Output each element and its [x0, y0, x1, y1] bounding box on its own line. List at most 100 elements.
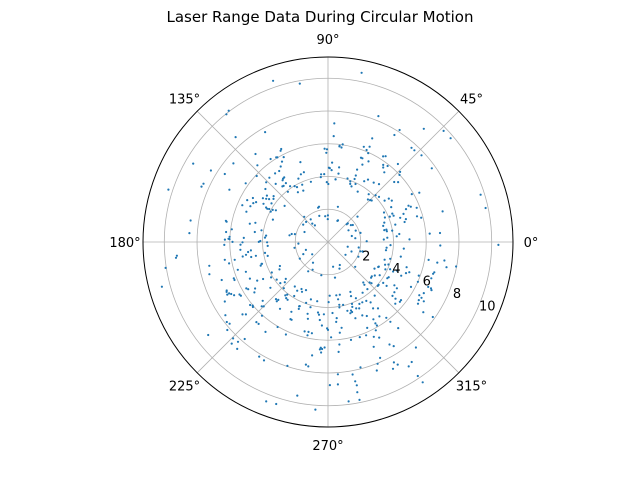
scatter-point — [346, 309, 349, 312]
scatter-point — [272, 79, 275, 82]
scatter-point — [427, 258, 430, 261]
theta-gridline — [327, 241, 460, 374]
scatter-point — [373, 274, 376, 277]
scatter-point — [389, 257, 392, 260]
scatter-point — [386, 164, 389, 168]
scatter-point — [319, 176, 322, 179]
scatter-point — [395, 235, 398, 238]
scatter-point — [286, 190, 289, 193]
scatter-point — [283, 281, 286, 284]
scatter-point — [436, 261, 439, 264]
scatter-point — [365, 240, 368, 243]
scatter-point — [359, 366, 362, 369]
scatter-point — [233, 278, 236, 282]
scatter-point — [263, 251, 267, 254]
scatter-point — [293, 185, 296, 188]
scatter-point — [250, 255, 253, 259]
scatter-points — [160, 71, 500, 411]
scatter-point — [349, 224, 352, 227]
scatter-point — [299, 173, 302, 176]
scatter-point — [325, 151, 328, 154]
scatter-point — [375, 369, 378, 372]
scatter-point — [325, 181, 328, 184]
scatter-point — [302, 171, 305, 174]
scatter-point — [374, 329, 377, 332]
scatter-point — [331, 311, 334, 315]
theta-gridline — [327, 110, 460, 243]
scatter-point — [233, 258, 236, 261]
theta-gridline — [196, 110, 329, 243]
scatter-point — [391, 367, 395, 370]
polar-frame — [142, 56, 514, 428]
scatter-point — [284, 333, 287, 336]
scatter-point — [282, 287, 285, 290]
scatter-point — [393, 291, 396, 294]
scatter-point — [346, 177, 349, 180]
scatter-point — [265, 234, 268, 237]
scatter-point — [383, 229, 386, 232]
scatter-point — [336, 383, 339, 386]
scatter-point — [431, 315, 434, 319]
scatter-point — [389, 320, 392, 323]
scatter-point — [275, 402, 278, 406]
scatter-point — [243, 337, 246, 341]
scatter-point — [298, 82, 301, 85]
scatter-point — [368, 281, 371, 284]
scatter-point — [244, 182, 247, 185]
scatter-point — [223, 238, 226, 241]
r-gridline — [196, 110, 460, 374]
scatter-point — [271, 218, 274, 221]
scatter-point — [369, 301, 372, 304]
scatter-point — [323, 346, 326, 349]
scatter-point — [320, 173, 323, 176]
scatter-point — [301, 183, 304, 186]
scatter-point — [258, 355, 261, 358]
scatter-point — [360, 71, 363, 74]
scatter-point — [430, 167, 433, 170]
scatter-point — [385, 230, 388, 233]
scatter-point — [374, 194, 377, 197]
scatter-point — [371, 137, 374, 140]
scatter-point — [290, 318, 293, 321]
scatter-point — [293, 294, 296, 298]
scatter-point — [248, 277, 251, 280]
scatter-point — [244, 253, 248, 256]
scatter-point — [365, 299, 368, 302]
scatter-point — [389, 244, 392, 247]
theta-tick-label: 315° — [456, 380, 487, 395]
scatter-point — [208, 264, 211, 267]
scatter-point — [358, 398, 361, 401]
scatter-point — [349, 180, 352, 183]
scatter-point — [377, 115, 380, 118]
scatter-point — [385, 284, 388, 287]
scatter-point — [367, 193, 370, 196]
scatter-point — [407, 365, 410, 368]
scatter-point — [279, 149, 282, 152]
scatter-point — [400, 274, 403, 277]
scatter-point — [366, 326, 369, 329]
scatter-point — [355, 307, 358, 310]
scatter-point — [317, 313, 321, 316]
scatter-point — [239, 248, 242, 251]
scatter-point — [358, 302, 361, 305]
scatter-point — [432, 272, 435, 275]
scatter-point — [319, 346, 322, 349]
scatter-point — [393, 180, 396, 184]
scatter-point — [297, 307, 300, 310]
scatter-point — [305, 220, 308, 223]
tick-labels: 0° 45° 90° 135° 180° 225° 270° 315° 2 4 6 8 10 — [109, 33, 538, 454]
scatter-point — [336, 373, 339, 376]
scatter-point — [302, 253, 305, 256]
scatter-point — [175, 254, 178, 257]
scatter-point — [415, 206, 418, 209]
scatter-point — [389, 268, 392, 271]
scatter-point — [316, 311, 320, 314]
scatter-point — [373, 294, 376, 297]
scatter-point — [385, 246, 388, 249]
scatter-point — [338, 267, 341, 270]
scatter-point — [304, 363, 307, 366]
scatter-point — [290, 232, 293, 236]
scatter-point — [234, 136, 237, 139]
outer-frame — [142, 56, 514, 428]
scatter-point — [244, 313, 247, 316]
